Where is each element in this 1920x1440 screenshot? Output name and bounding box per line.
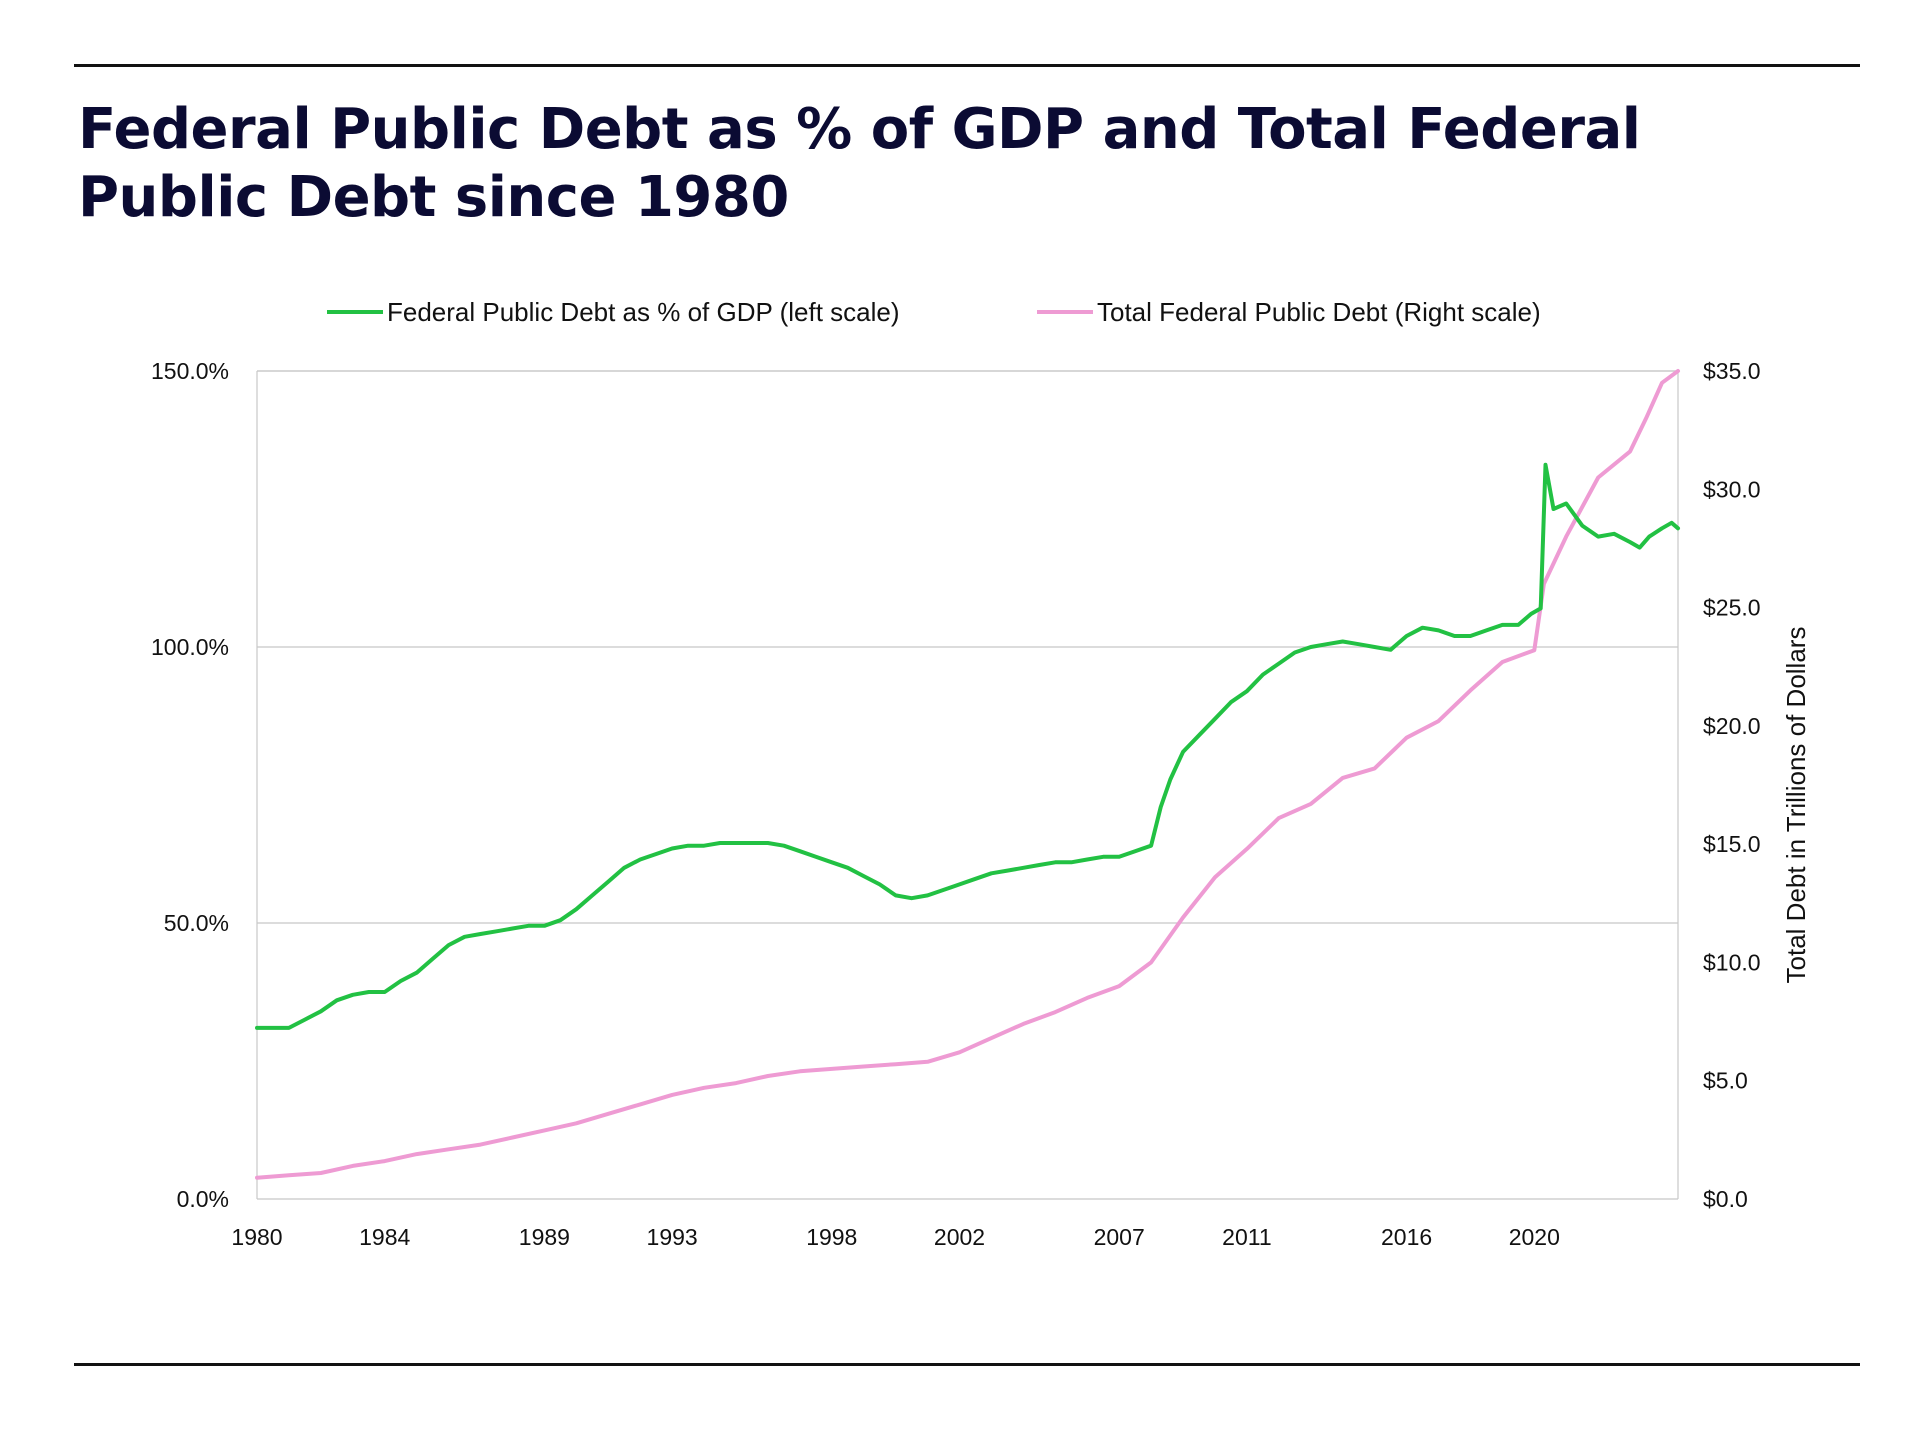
series-line-total-debt [255,369,1680,1180]
right-tick-label: $15.0 [1703,831,1761,857]
right-tick-label: $0.0 [1703,1186,1748,1212]
right-tick-label: $5.0 [1703,1068,1748,1094]
x-tick-label: 2016 [1381,1224,1432,1250]
legend: Federal Public Debt as % of GDP (left sc… [327,297,1541,327]
right-tick-label: $25.0 [1703,595,1761,621]
axes: 150.0% 100.0% 50.0% 0.0% $35.0 $30.0 $25.0 $20.… [151,358,1761,1250]
legend-label: Total Federal Public Debt (Right scale) [1097,297,1541,327]
bottom-rule [74,1363,1860,1366]
right-tick-label: $10.0 [1703,949,1761,975]
x-tick-label: 2007 [1094,1224,1145,1250]
x-tick-label: 1993 [647,1224,698,1250]
top-rule [74,64,1860,67]
left-tick-label: 50.0% [164,910,229,936]
right-tick-label: $20.0 [1703,713,1761,739]
x-tick-label: 1980 [231,1224,282,1250]
right-tick-label: $35.0 [1703,358,1761,384]
x-tick-label: 2020 [1509,1224,1560,1250]
x-tick-label: 1984 [359,1224,410,1250]
right-axis-title: Total Debt in Trillions of Dollars [1781,627,1811,984]
x-tick-label: 2011 [1222,1224,1271,1250]
legend-label: Federal Public Debt as % of GDP (left sc… [387,297,900,327]
x-tick-label: 1989 [519,1224,570,1250]
x-tick-label: 1998 [806,1224,857,1250]
series-lines [255,369,1680,1180]
left-tick-label: 0.0% [177,1186,229,1212]
series-line-debt-pct-gdp [255,462,1680,1030]
x-tick-label: 2002 [934,1224,985,1250]
left-tick-label: 100.0% [151,634,229,660]
right-tick-label: $30.0 [1703,476,1761,502]
gridlines [256,370,1679,1200]
chart-title: Federal Public Debt as % of GDP and Tota… [78,97,1641,230]
left-tick-label: 150.0% [151,358,229,384]
